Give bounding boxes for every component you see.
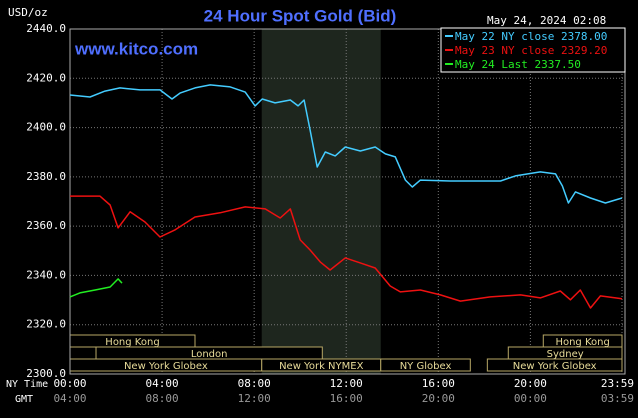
x2-tick-label: 20:00 (422, 392, 455, 405)
x-tick-label: 00:00 (53, 377, 86, 390)
x2-axis-label: GMT (15, 394, 33, 405)
y-tick-label: 2440.0 (26, 22, 66, 35)
legend-entry: May 22 NY close 2378.00 (455, 30, 607, 43)
plot-frame (69, 28, 626, 375)
y-tick-label: 2400.0 (26, 121, 66, 134)
x2-tick-label: 04:00 (53, 392, 86, 405)
legend-entry: May 23 NY close 2329.20 (455, 44, 607, 57)
session-label: Sydney (547, 349, 584, 360)
session-label: NY Globex (400, 361, 452, 372)
chart-title: 24 Hour Spot Gold (Bid) (204, 6, 397, 25)
x-tick-label: 08:00 (238, 377, 271, 390)
timestamp: May 24, 2024 02:08 (487, 14, 606, 27)
session-label: London (191, 349, 228, 360)
y-tick-label: 2360.0 (26, 219, 66, 232)
y-tick-label: 2380.0 (26, 170, 66, 183)
session-label: New York Globex (513, 361, 597, 372)
x-axis-label: NY Time (6, 379, 48, 390)
series-line (69, 84, 623, 204)
legend-entry: May 24 Last 2337.50 (455, 58, 581, 71)
session-label: Hong Kong (105, 337, 159, 348)
session-label: New York Globex (124, 361, 208, 372)
y-axis-label: USD/oz (8, 6, 48, 19)
session-band (261, 29, 381, 374)
plot-area (69, 28, 625, 375)
watermark: www.kitco.com (74, 39, 198, 58)
x2-tick-label: 12:00 (238, 392, 271, 405)
x2-tick-label: 03:59 (601, 392, 634, 405)
y-tick-label: 2320.0 (26, 318, 66, 331)
x-tick-label: 04:00 (146, 377, 179, 390)
session-label: Hong Kong (555, 337, 609, 348)
series-line (69, 278, 123, 298)
session-box (542, 334, 623, 348)
x-tick-label: 23:59 (601, 377, 634, 390)
x-tick-label: 12:00 (330, 377, 363, 390)
x-tick-label: 20:00 (514, 377, 547, 390)
session-label: New York NYMEX (279, 361, 364, 372)
y-tick-label: 2300.0 (26, 367, 66, 380)
y-tick-label: 2420.0 (26, 71, 66, 84)
x2-tick-label: 08:00 (146, 392, 179, 405)
y-tick-label: 2340.0 (26, 268, 66, 281)
x-tick-label: 16:00 (422, 377, 455, 390)
legend-box (440, 27, 626, 73)
session-box (380, 358, 471, 372)
series-line (70, 195, 623, 309)
x2-tick-label: 16:00 (330, 392, 363, 405)
x2-tick-label: 00:00 (514, 392, 547, 405)
